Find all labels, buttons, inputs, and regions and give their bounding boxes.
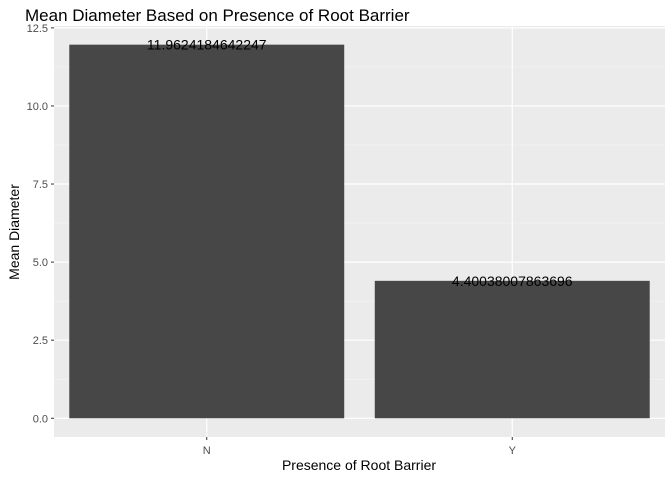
y-tick-label: 10.0 [27, 101, 48, 113]
data-label: 4.40038007863696 [452, 273, 573, 289]
y-axis: 0.0 2.5 5.0 7.5 10.0 12.5 [27, 23, 54, 425]
y-tick-label: 12.5 [27, 23, 48, 35]
x-tick-label: Y [509, 445, 517, 457]
data-labels: 11.9624184642247 4.40038007863696 [147, 37, 573, 289]
chart-title: Mean Diameter Based on Presence of Root … [25, 6, 410, 25]
bar [374, 280, 650, 419]
y-tick-label: 0.0 [33, 413, 48, 425]
bar [69, 44, 345, 419]
x-tick-label: N [203, 445, 211, 457]
y-axis-title: Mean Diameter [6, 184, 22, 280]
y-tick-label: 2.5 [33, 335, 48, 347]
data-label: 11.9624184642247 [147, 37, 267, 53]
y-tick-label: 7.5 [33, 179, 48, 191]
bars [69, 44, 650, 419]
x-axis-title: Presence of Root Barrier [282, 457, 436, 473]
y-tick-label: 5.0 [33, 257, 48, 269]
